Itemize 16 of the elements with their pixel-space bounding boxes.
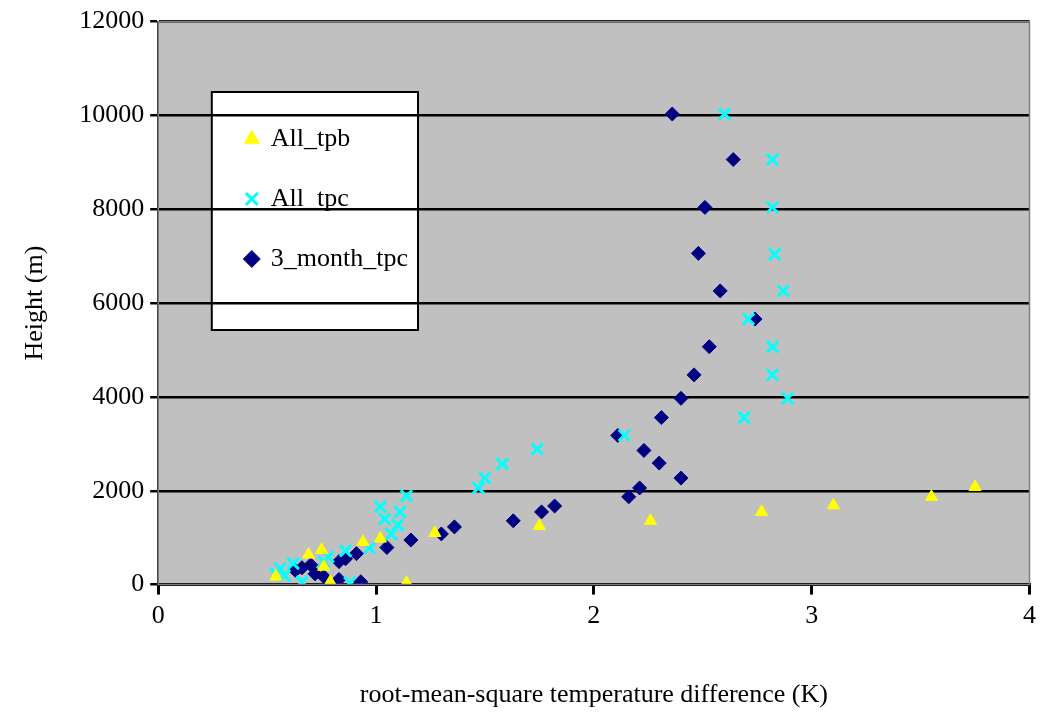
x-tick-label: 2 — [587, 600, 601, 630]
x-tick-label: 1 — [369, 600, 383, 630]
x-axis-title: root-mean-square temperature difference (K) — [359, 679, 828, 709]
y-tick-label: 6000 — [92, 286, 145, 316]
y-tick-label: 12000 — [79, 5, 145, 35]
y-tick-label: 4000 — [92, 380, 145, 410]
x-tick-label: 0 — [151, 600, 165, 630]
y-axis-title: Height (m) — [19, 245, 49, 361]
x-tick-label: 4 — [1023, 600, 1036, 630]
y-tick-label: 2000 — [92, 474, 145, 504]
y-tick-label: 8000 — [92, 193, 145, 223]
legend-label: All_tpb — [270, 122, 351, 152]
y-tick-label: 0 — [131, 568, 145, 598]
legend-label: 3_month_tpc — [270, 242, 408, 272]
y-tick-label: 10000 — [79, 99, 145, 129]
x-tick-label: 3 — [805, 600, 819, 630]
